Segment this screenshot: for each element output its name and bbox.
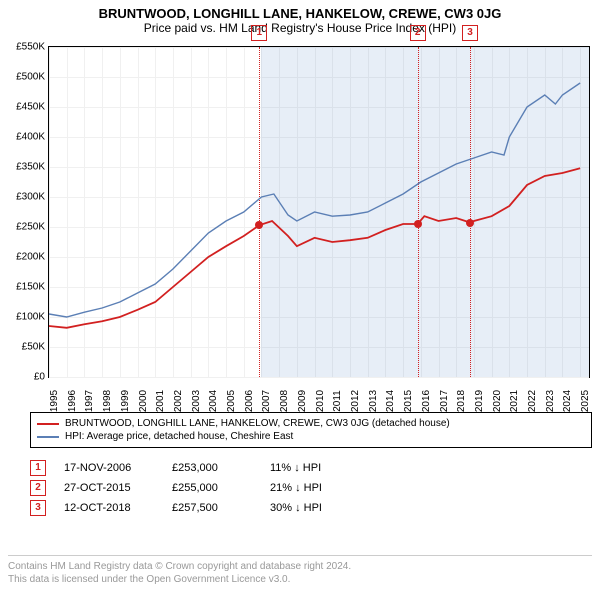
x-tick: 2009 xyxy=(297,390,308,412)
x-tick: 2011 xyxy=(332,390,343,412)
legend: BRUNTWOOD, LONGHILL LANE, HANKELOW, CREW… xyxy=(30,412,592,448)
y-tick: £350K xyxy=(16,162,45,173)
footer-line2: This data is licensed under the Open Gov… xyxy=(8,573,592,586)
x-tick: 2006 xyxy=(244,390,255,412)
x-tick: 2025 xyxy=(580,390,591,412)
y-tick: £150K xyxy=(16,282,45,293)
sales-row: 117-NOV-2006£253,00011% ↓ HPI xyxy=(30,458,592,478)
sales-row: 227-OCT-2015£255,00021% ↓ HPI xyxy=(30,478,592,498)
x-tick: 2024 xyxy=(562,390,573,412)
x-tick: 2007 xyxy=(261,390,272,412)
series-price xyxy=(49,168,580,328)
x-tick: 2005 xyxy=(226,390,237,412)
x-tick: 1998 xyxy=(102,390,113,412)
x-tick: 2023 xyxy=(545,390,556,412)
x-tick: 1996 xyxy=(67,390,78,412)
chart-title: BRUNTWOOD, LONGHILL LANE, HANKELOW, CREW… xyxy=(0,0,600,21)
x-tick: 2004 xyxy=(208,390,219,412)
x-tick: 2003 xyxy=(191,390,202,412)
x-tick: 2002 xyxy=(173,390,184,412)
x-tick: 2020 xyxy=(492,390,503,412)
y-tick: £400K xyxy=(16,132,45,143)
chart-subtitle: Price paid vs. HM Land Registry's House … xyxy=(0,21,600,39)
y-tick: £250K xyxy=(16,222,45,233)
x-tick: 2019 xyxy=(474,390,485,412)
x-tick: 2014 xyxy=(385,390,396,412)
x-tick: 1999 xyxy=(120,390,131,412)
legend-item: HPI: Average price, detached house, Ches… xyxy=(37,430,585,443)
x-tick: 1997 xyxy=(84,390,95,412)
y-tick: £450K xyxy=(16,102,45,113)
y-tick: £200K xyxy=(16,252,45,263)
event-marker-3: 3 xyxy=(462,25,478,41)
x-tick: 2017 xyxy=(439,390,450,412)
y-tick: £100K xyxy=(16,312,45,323)
x-tick: 2010 xyxy=(315,390,326,412)
x-tick: 2008 xyxy=(279,390,290,412)
event-marker-1: 1 xyxy=(251,25,267,41)
x-tick: 2000 xyxy=(138,390,149,412)
event-marker-2: 2 xyxy=(410,25,426,41)
footer-line1: Contains HM Land Registry data © Crown c… xyxy=(8,560,592,573)
series-hpi xyxy=(49,83,580,317)
x-tick: 2013 xyxy=(368,390,379,412)
y-tick: £50K xyxy=(22,342,45,353)
footer: Contains HM Land Registry data © Crown c… xyxy=(8,555,592,586)
x-tick: 2012 xyxy=(350,390,361,412)
sales-table: 117-NOV-2006£253,00011% ↓ HPI227-OCT-201… xyxy=(30,458,592,518)
y-tick: £300K xyxy=(16,192,45,203)
y-tick: £550K xyxy=(16,42,45,53)
chart-plot: £0£50K£100K£150K£200K£250K£300K£350K£400… xyxy=(48,46,590,378)
y-tick: £0 xyxy=(34,372,45,383)
x-tick: 2016 xyxy=(421,390,432,412)
y-tick: £500K xyxy=(16,72,45,83)
x-tick: 1995 xyxy=(49,390,60,412)
sales-row: 312-OCT-2018£257,50030% ↓ HPI xyxy=(30,498,592,518)
x-tick: 2021 xyxy=(509,390,520,412)
x-tick: 2018 xyxy=(456,390,467,412)
x-tick: 2001 xyxy=(155,390,166,412)
legend-item: BRUNTWOOD, LONGHILL LANE, HANKELOW, CREW… xyxy=(37,417,585,430)
x-tick: 2015 xyxy=(403,390,414,412)
x-tick: 2022 xyxy=(527,390,538,412)
